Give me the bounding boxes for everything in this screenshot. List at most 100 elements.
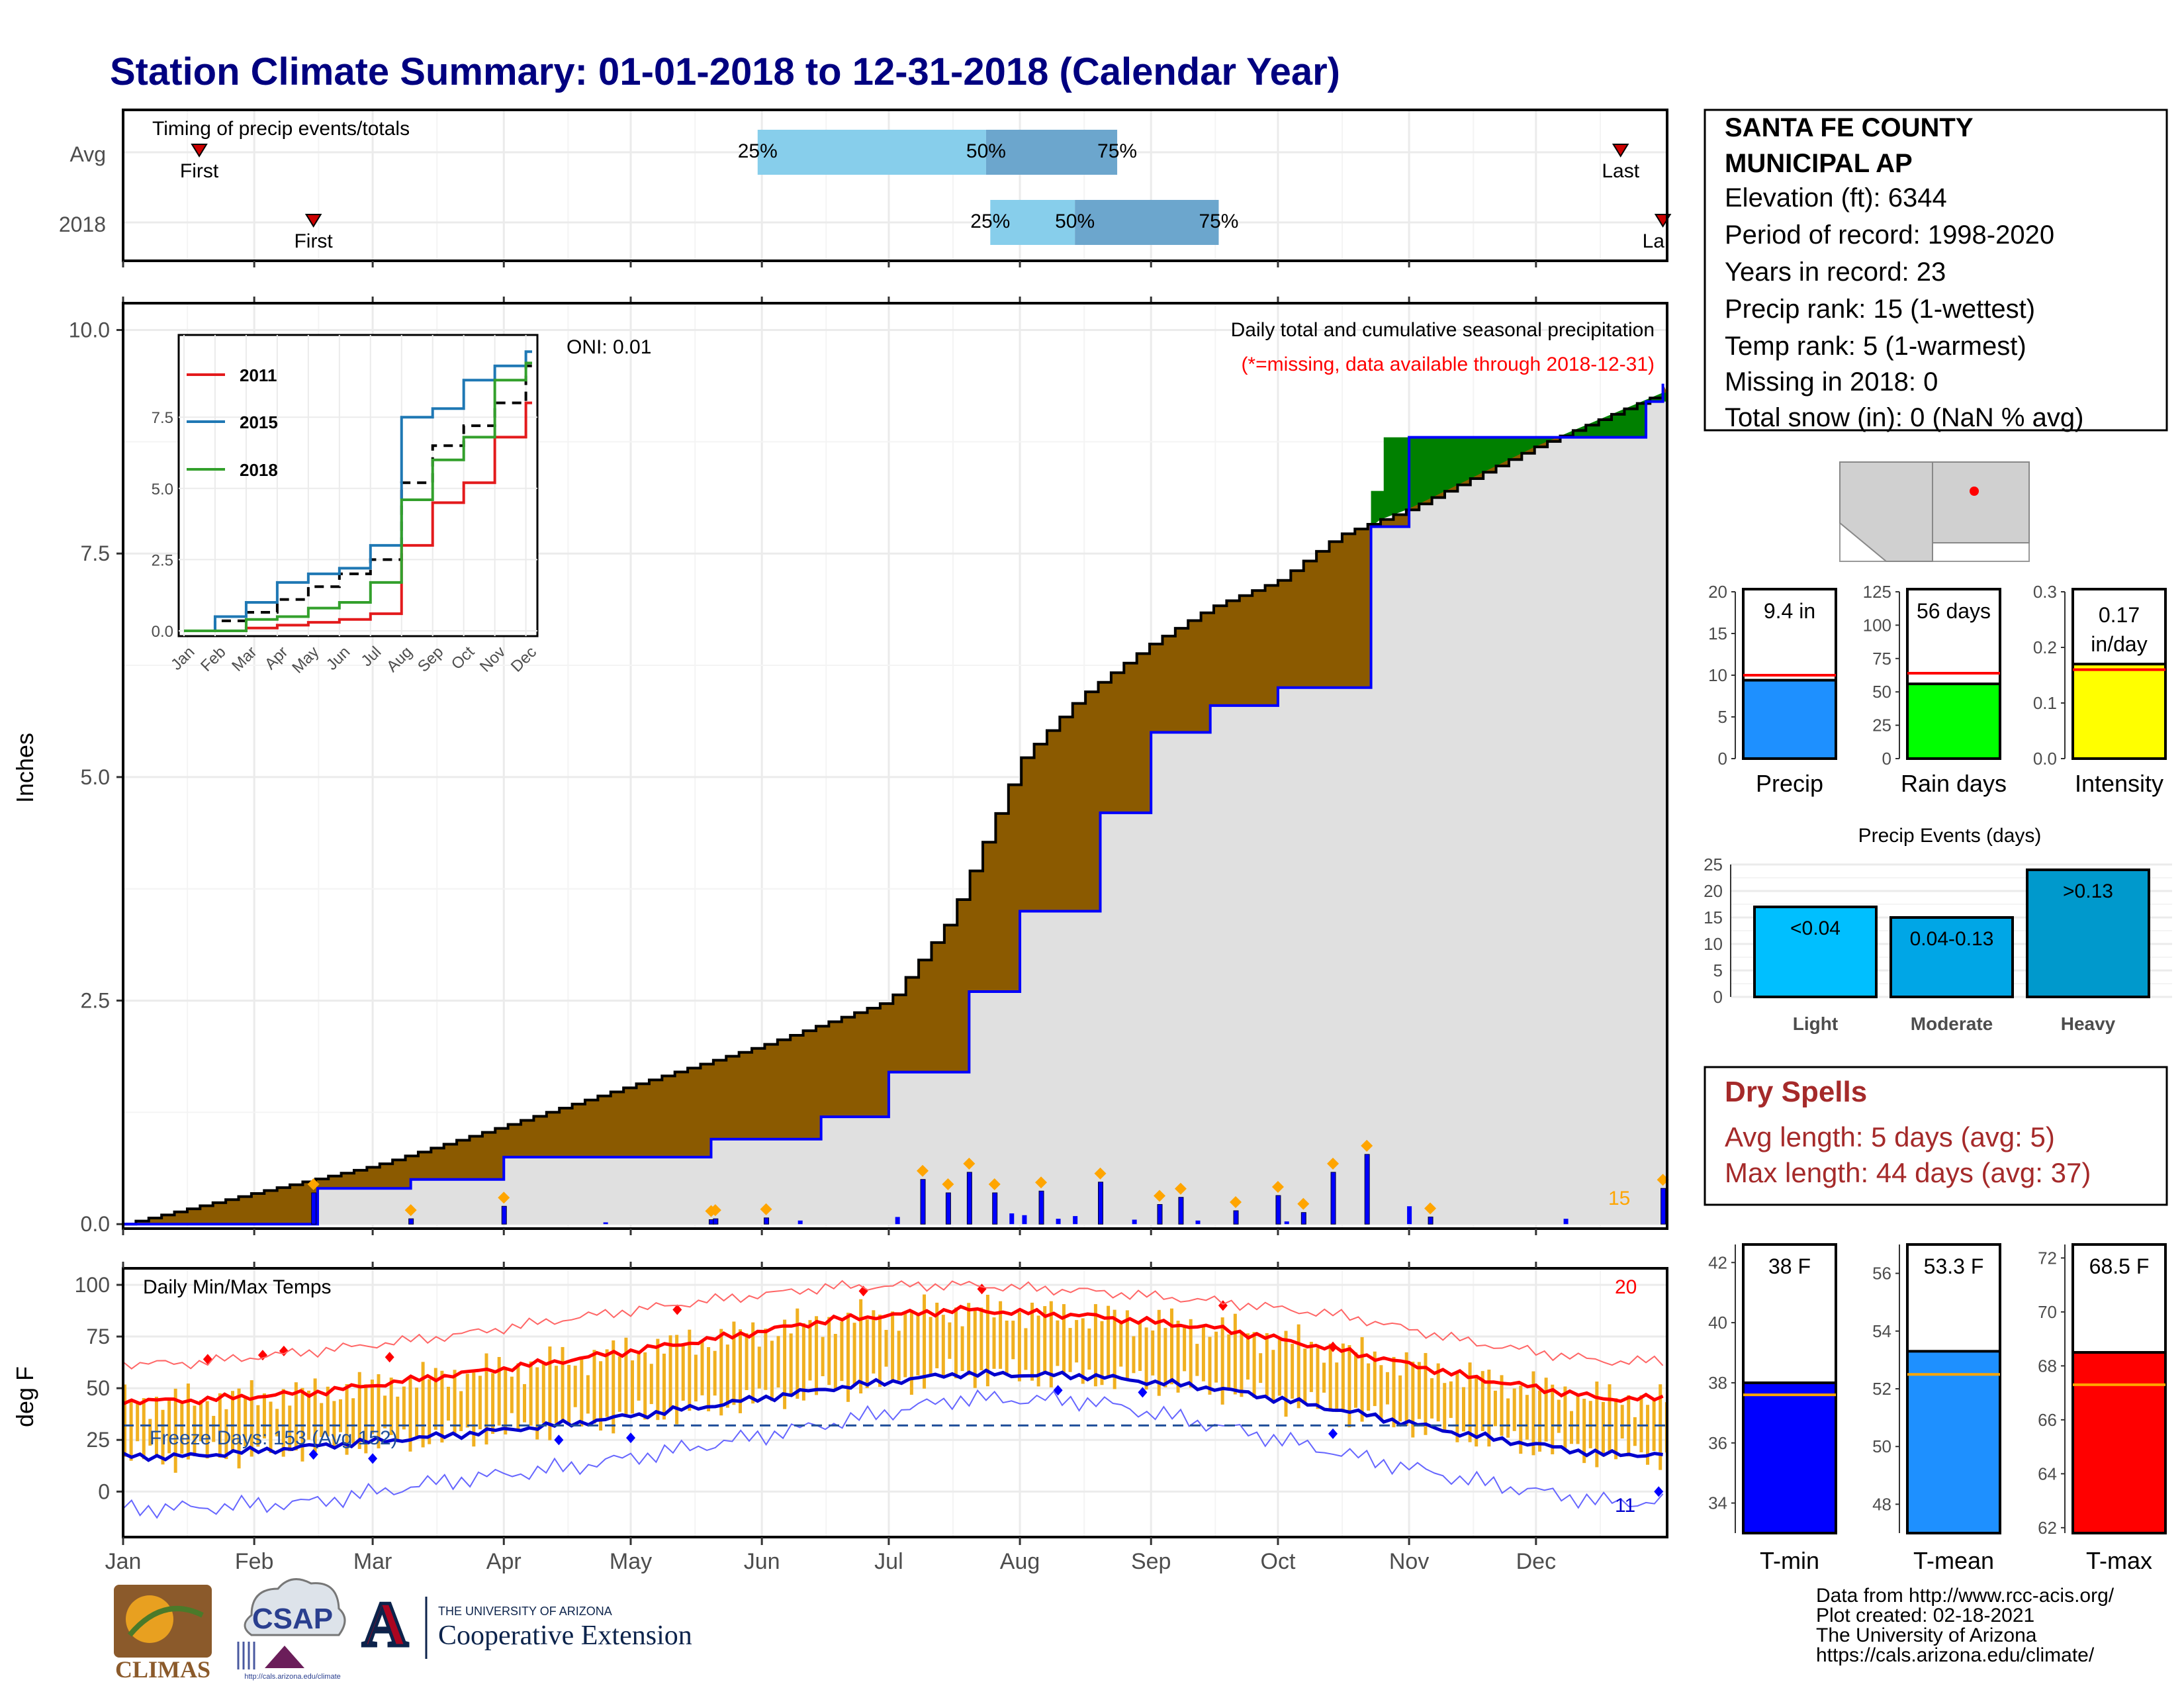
daily-temp-bar [1303,1348,1307,1404]
daily-temp-bar [643,1352,647,1420]
daily-precip-bar [966,1172,972,1225]
daily-precip-bar [1132,1219,1137,1225]
station-elevation: Elevation (ft): 6344 [1725,183,1947,212]
daily-event-marker [498,1192,510,1204]
daily-temp-bar [1500,1375,1504,1436]
daily-temp-bar [960,1326,964,1372]
daily-temp-bar [345,1383,349,1455]
daily-temp-bar [1081,1318,1085,1384]
daily-temp-bar [776,1336,780,1387]
daily-event-marker [963,1157,976,1170]
record-max-marker [672,1304,682,1315]
daily-temp-bar [979,1307,983,1371]
temp-bar-y-tick-label: 54 [1872,1321,1891,1341]
temp-y-tick-label: 25 [86,1428,110,1452]
daily-temp-bar [433,1368,437,1430]
precip-events-chart: Precip Events (days) 0 5 10 15 20 25 <0.04 Ligh… [1704,825,2172,1034]
daily-temp-bar [281,1389,285,1457]
daily-temp-bar [1601,1401,1605,1457]
daily-precip-bar [501,1205,507,1225]
temp-y-tick-label: 50 [86,1376,110,1400]
daily-temp-bar [523,1383,527,1423]
daily-temp-bar [1176,1321,1180,1393]
record-min-marker [1138,1387,1148,1398]
daily-precip-bar [1098,1182,1104,1225]
daily-event-marker [1297,1197,1310,1210]
temp-bar-y-tick-label: 42 [1708,1252,1727,1272]
daily-temp-bar [1493,1390,1497,1427]
figure-title: Station Climate Summary: 01-01-2018 to 1… [110,50,1340,93]
temp-category-label: T-mean [1913,1547,1994,1574]
mini-y-tick-label: 125 [1863,582,1891,602]
daily-temp-bar [617,1356,621,1412]
month-tick-label: Sep [1131,1549,1171,1574]
last-event-label: Last [1602,160,1639,182]
daily-precip-bar [764,1217,770,1225]
mini-y-tick-label: 5 [1718,707,1727,727]
daily-temp-bar [884,1330,888,1367]
daily-temp-bar [757,1346,761,1389]
daily-temp-bar [1265,1333,1269,1396]
station-location-dot [1970,487,1979,496]
footer-credits: Data from http://www.rcc-acis.org/ Plot … [1816,1585,2115,1666]
record-min-marker [554,1434,564,1446]
precip-y-axis-label: Inches [11,733,38,803]
daily-temp-bar [262,1393,266,1438]
daily-temp-bar [1519,1385,1523,1454]
daily-temp-bar [320,1403,324,1438]
daily-temp-bar [1068,1328,1072,1372]
daily-temp-bar [1373,1351,1377,1407]
daily-temp-bar [631,1360,635,1414]
month-tick-label: May [610,1549,652,1574]
daily-temp-bar [1220,1317,1224,1405]
daily-temp-bar [237,1388,241,1469]
precip-y-tick-label: 2.5 [81,989,110,1013]
quantile-50-label: 50% [966,140,1006,162]
daily-temp-bar [815,1316,819,1395]
daily-temp-bar [1036,1315,1040,1387]
daily-temp-bar [1100,1321,1104,1385]
daily-temp-bar [1538,1390,1542,1452]
daily-temp-bar [909,1310,913,1395]
mini-value-label: 0.17 [2099,603,2140,627]
record-min-count: 11 [1615,1495,1635,1517]
inset-line-2018 [184,361,532,632]
daily-temp-bar [1183,1327,1187,1372]
daily-precip-bar [1300,1212,1306,1225]
precip-missing-note: (*=missing, data available through 2018-… [1241,353,1655,375]
daily-temp-bar [554,1366,558,1424]
daily-temp-bar [649,1364,653,1405]
daily-temp-bar [465,1374,469,1428]
daily-temp-bar [725,1344,729,1408]
month-tick-label: Aug [1000,1549,1040,1574]
temp-header: Daily Min/Max Temps [143,1276,332,1298]
mini-value-label: in/day [2091,632,2147,656]
event-count-label: 15 [1608,1188,1630,1209]
first-event-marker [304,214,322,228]
daily-temp-bar [1208,1336,1212,1395]
precip-header: Daily total and cumulative seasonal prec… [1231,319,1655,341]
daily-temp-bar [745,1333,749,1390]
events-y-tick-label: 15 [1704,908,1723,927]
inset-line-2011 [184,401,532,632]
daily-temp-bar [313,1378,317,1454]
events-bin-label: 0.04-0.13 [1910,928,1994,950]
inset-legend: 2011 2015 2018 [187,365,278,480]
daily-temp-bar [332,1401,336,1447]
cumulative-2018-line [123,383,1664,1226]
daily-temp-bar [1480,1371,1484,1431]
daily-temp-bar [605,1349,609,1417]
timing-panel: Timing of precip events/totals Avg 2018 … [59,109,1672,262]
month-tick-label: Jan [105,1549,142,1574]
daily-temp-bar [999,1301,1003,1369]
daily-temp-bar [205,1401,209,1459]
daily-temp-bar [700,1341,704,1395]
record-min-marker [308,1449,318,1460]
events-bar-moderate [1889,916,2014,998]
daily-temp-bar [713,1350,717,1396]
locator-map [1839,461,2030,562]
mini-y-tick-label: 0.2 [2033,637,2057,657]
daily-temp-bar [865,1319,869,1388]
daily-temp-bar [1449,1381,1453,1419]
freeze-days-label: Freeze Days: 153 (Avg 152) [150,1427,398,1449]
